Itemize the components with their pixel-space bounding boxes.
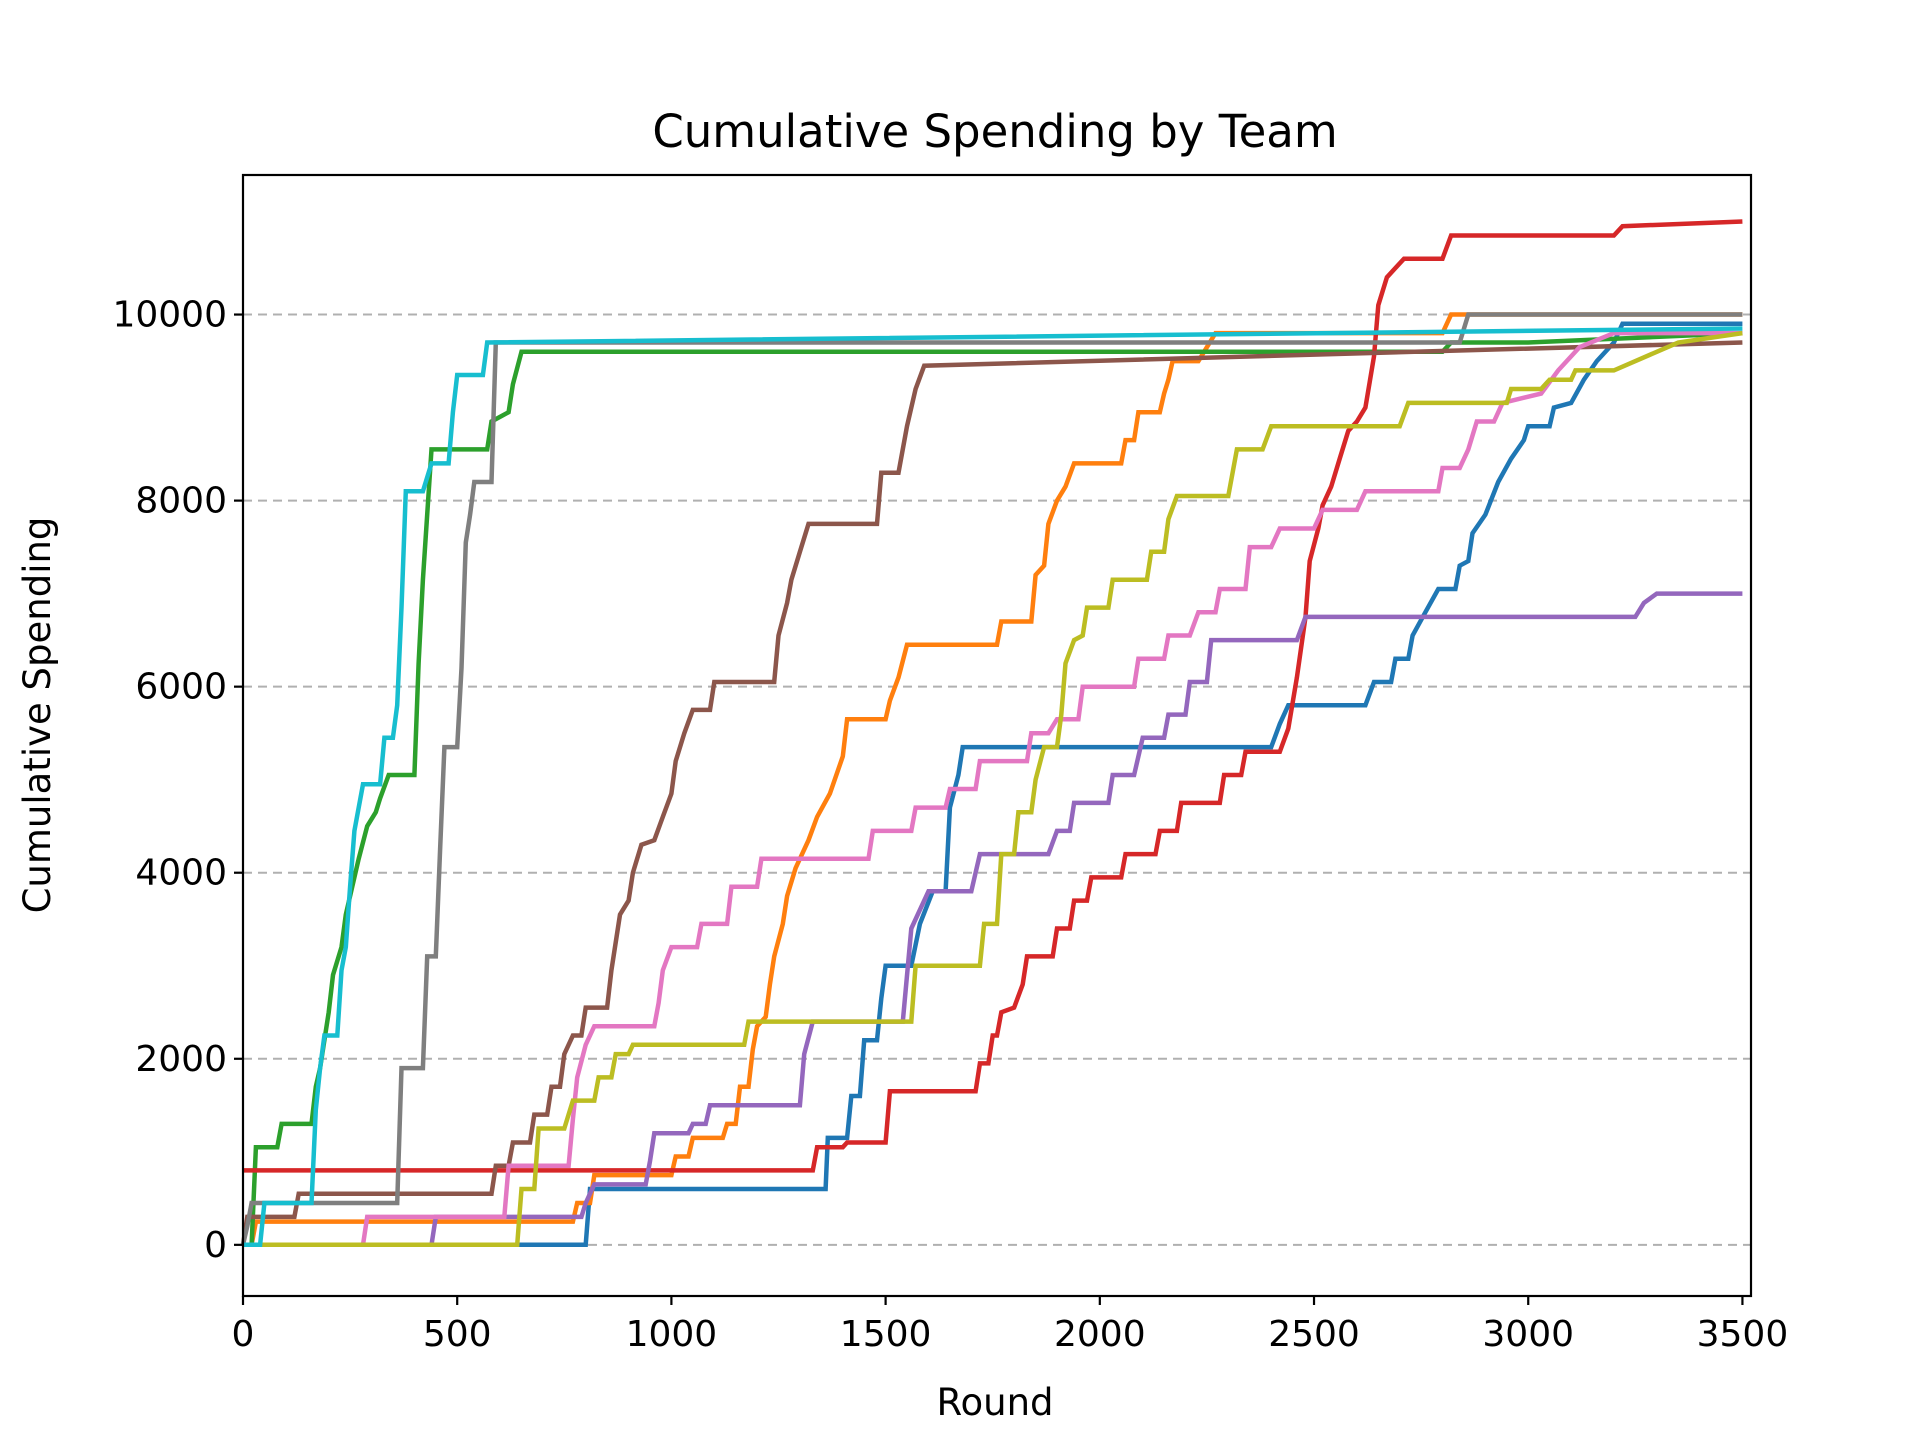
x-tick-label: 2500 (1268, 1314, 1360, 1355)
x-tick-label: 1000 (626, 1314, 718, 1355)
y-tick-label: 6000 (135, 667, 227, 708)
x-tick-label: 2000 (1054, 1314, 1146, 1355)
series-line-5 (243, 591, 1743, 1248)
x-tick-label: 1500 (840, 1314, 932, 1355)
chart-title: Cumulative Spending by Team (652, 105, 1337, 158)
series-line-7 (243, 330, 1743, 1248)
series-line-2 (243, 312, 1743, 1248)
x-axis: 0 500 1000 1500 2000 2500 3000 3500 (232, 1296, 1789, 1355)
series-lines (240, 219, 1743, 1248)
series-line-10 (243, 326, 1743, 1248)
y-tick-label: 8000 (135, 481, 227, 522)
series-line-4 (243, 219, 1743, 1173)
y-tick-label: 4000 (135, 853, 227, 894)
y-tick-label: 2000 (135, 1039, 227, 1080)
x-tick-label: 3500 (1697, 1314, 1789, 1355)
series-line-9 (243, 330, 1743, 1248)
x-tick-label: 0 (232, 1314, 255, 1355)
y-axis-label: Cumulative Spending (16, 517, 59, 914)
series-line-3 (243, 330, 1743, 1248)
y-tick-label: 10000 (112, 295, 227, 336)
x-axis-label: Round (936, 1381, 1053, 1424)
series-line-1 (243, 321, 1743, 1248)
gridlines (243, 313, 1751, 1246)
x-tick-label: 500 (423, 1314, 492, 1355)
y-axis: 0 2000 4000 6000 8000 10000 (112, 295, 243, 1266)
series-line-6 (240, 340, 1743, 1246)
x-tick-label: 3000 (1482, 1314, 1574, 1355)
series-line-8 (240, 312, 1743, 1246)
plot-frame (241, 173, 1753, 1298)
y-tick-label: 0 (204, 1225, 227, 1266)
